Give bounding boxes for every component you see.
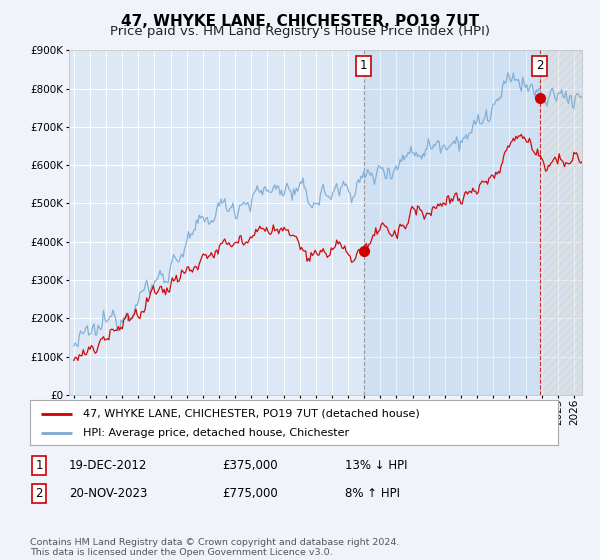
Text: HPI: Average price, detached house, Chichester: HPI: Average price, detached house, Chic… xyxy=(83,428,349,438)
Text: Price paid vs. HM Land Registry's House Price Index (HPI): Price paid vs. HM Land Registry's House … xyxy=(110,25,490,38)
Text: 8% ↑ HPI: 8% ↑ HPI xyxy=(345,487,400,501)
Text: 1: 1 xyxy=(35,459,43,473)
Text: Contains HM Land Registry data © Crown copyright and database right 2024.
This d: Contains HM Land Registry data © Crown c… xyxy=(30,538,400,557)
Text: 1: 1 xyxy=(360,59,367,72)
Bar xyxy=(364,50,540,395)
Text: £375,000: £375,000 xyxy=(222,459,278,473)
Text: 13% ↓ HPI: 13% ↓ HPI xyxy=(345,459,407,473)
Text: 20-NOV-2023: 20-NOV-2023 xyxy=(69,487,148,501)
Text: 2: 2 xyxy=(35,487,43,501)
Text: 47, WHYKE LANE, CHICHESTER, PO19 7UT: 47, WHYKE LANE, CHICHESTER, PO19 7UT xyxy=(121,14,479,29)
Text: 19-DEC-2012: 19-DEC-2012 xyxy=(69,459,148,473)
Text: 2: 2 xyxy=(536,59,544,72)
Text: 47, WHYKE LANE, CHICHESTER, PO19 7UT (detached house): 47, WHYKE LANE, CHICHESTER, PO19 7UT (de… xyxy=(83,409,419,419)
Text: £775,000: £775,000 xyxy=(222,487,278,501)
Bar xyxy=(542,50,598,395)
